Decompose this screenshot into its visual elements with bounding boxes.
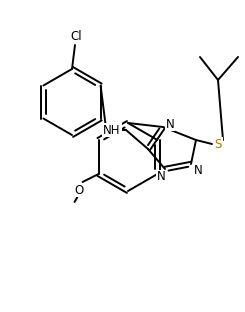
Text: Cl: Cl — [70, 30, 82, 42]
Text: N: N — [157, 170, 165, 183]
Text: NH: NH — [103, 124, 121, 137]
Text: S: S — [214, 138, 222, 150]
Text: O: O — [74, 183, 83, 197]
Text: N: N — [166, 118, 174, 130]
Text: N: N — [194, 163, 202, 177]
